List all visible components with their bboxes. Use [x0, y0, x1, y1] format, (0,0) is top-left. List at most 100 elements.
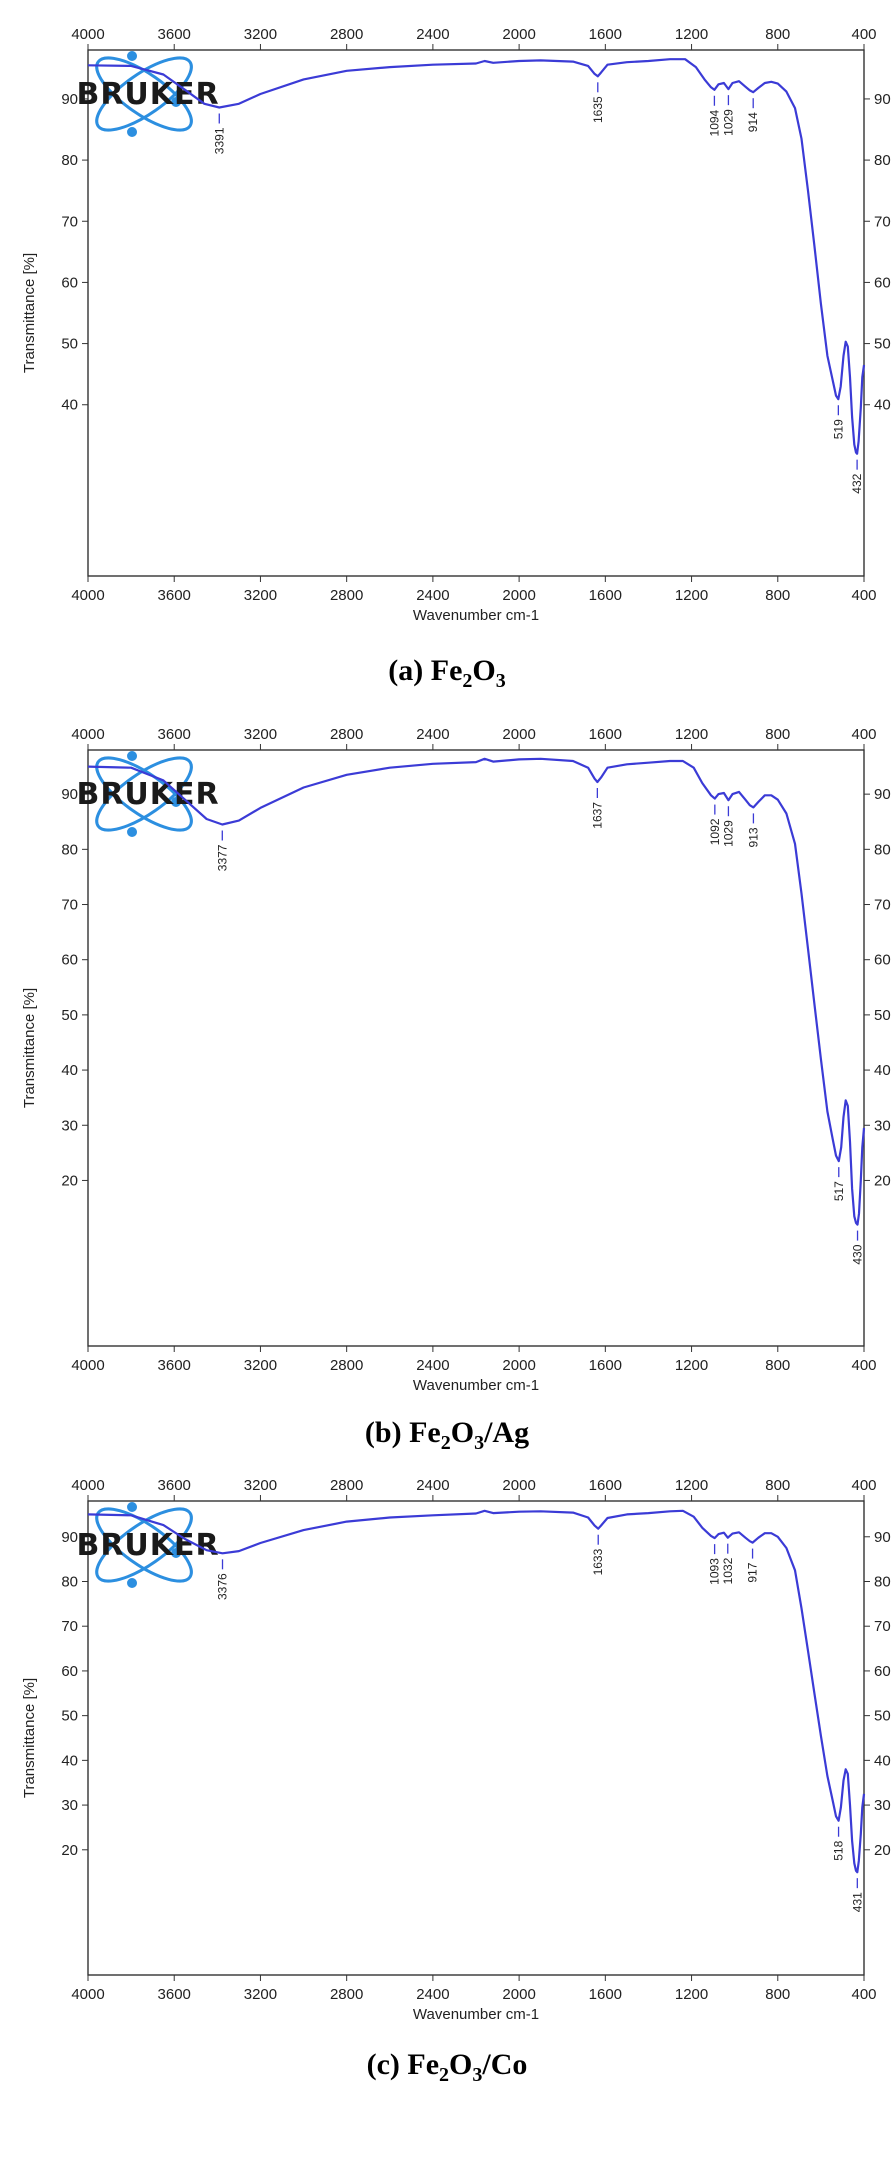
y-tick-label-right: 40: [874, 1062, 891, 1079]
y-tick-label-right: 90: [874, 91, 891, 108]
x-tick-label-top: 4000: [71, 26, 104, 43]
y-tick-label-left: 30: [61, 1117, 78, 1134]
logo-text: BRUKER: [76, 77, 219, 112]
peak-label: 917: [746, 1562, 760, 1582]
y-tick-label-left: 70: [61, 213, 78, 230]
x-tick-label-top: 1600: [589, 1477, 622, 1494]
plot-frame: [87, 1500, 865, 1976]
peak-annotation: 430: [851, 1230, 865, 1265]
x-tick-label-top: 800: [765, 1477, 790, 1494]
x-tick-label-top: 3600: [158, 1477, 191, 1494]
x-tick-label-bottom: 400: [851, 587, 876, 604]
y-tick-label-right: 30: [874, 1797, 891, 1814]
x-tick-label-top: 2400: [416, 1477, 449, 1494]
logo-electron: [127, 751, 138, 761]
y-tick-label-right: 80: [874, 1573, 891, 1590]
peak-label: 914: [746, 112, 760, 132]
peak-label: 3391: [212, 127, 226, 154]
x-axis-label: Wavenumber cm-1: [413, 1377, 539, 1394]
y-tick-label-left: 50: [61, 336, 78, 353]
x-tick-label-bottom: 800: [765, 1986, 790, 2003]
x-tick-label-bottom: 1200: [675, 1357, 708, 1374]
bruker-logo: BRUKER: [76, 1502, 219, 1588]
peak-annotation: 3391: [212, 113, 226, 154]
y-tick-label-left: 80: [61, 841, 78, 858]
x-tick-label-bottom: 1200: [675, 1986, 708, 2003]
x-tick-label-bottom: 2800: [330, 1986, 363, 2003]
peak-annotation: 432: [850, 459, 864, 494]
x-tick-label-bottom: 1600: [589, 1986, 622, 2003]
x-tick-label-top: 400: [851, 726, 876, 743]
peak-label: 517: [832, 1181, 846, 1201]
y-tick-label-left: 80: [61, 152, 78, 169]
y-tick-label-right: 80: [874, 841, 891, 858]
x-tick-label-top: 2000: [502, 1477, 535, 1494]
peak-annotation: 1637: [590, 788, 604, 829]
chart-panel-c: 4000 4000 3600 3600 3200 3200 2800 2800 2400 2400…: [0, 1465, 894, 2095]
peak-annotation: 1029: [721, 95, 735, 136]
peak-label: 1635: [591, 96, 605, 123]
peak-annotation: 3376: [216, 1559, 230, 1600]
peak-annotation: 1635: [591, 82, 605, 123]
logo-orbit: [95, 1507, 193, 1583]
logo-electron: [171, 797, 182, 807]
x-tick-label-top: 400: [851, 1477, 876, 1494]
x-tick-label-top: 2800: [330, 726, 363, 743]
y-tick-label-right: 90: [874, 1529, 891, 1546]
x-tick-label-bottom: 3200: [244, 587, 277, 604]
plot-frame: [87, 749, 865, 1347]
x-tick-label-bottom: 1600: [589, 1357, 622, 1374]
x-tick-label-bottom: 2800: [330, 1357, 363, 1374]
x-tick-label-bottom: 3600: [158, 587, 191, 604]
y-tick-label-right: 70: [874, 1618, 891, 1635]
peak-label: 1633: [591, 1548, 605, 1575]
peak-label: 518: [832, 1840, 846, 1860]
y-tick-label-left: 70: [61, 1618, 78, 1635]
bruker-logo: BRUKER: [76, 751, 219, 837]
y-tick-label-right: 50: [874, 336, 891, 353]
logo-orbit: [95, 56, 193, 132]
y-tick-label-right: 20: [874, 1842, 891, 1859]
x-tick-label-top: 3200: [244, 726, 277, 743]
y-tick-label-right: 80: [874, 152, 891, 169]
y-tick-label-right: 30: [874, 1117, 891, 1134]
x-tick-label-bottom: 1200: [675, 587, 708, 604]
logo-electron: [171, 1548, 182, 1558]
y-tick-label-left: 90: [61, 91, 78, 108]
y-tick-label-right: 50: [874, 1708, 891, 1725]
x-tick-label-top: 3200: [244, 26, 277, 43]
y-tick-label-left: 60: [61, 1663, 78, 1680]
x-tick-label-bottom: 2400: [416, 1986, 449, 2003]
peak-annotation: 914: [746, 98, 760, 132]
peak-label: 1092: [708, 818, 722, 845]
y-tick-label-left: 40: [61, 1752, 78, 1769]
bruker-logo: BRUKER: [76, 51, 219, 137]
peak-annotation: 3377: [215, 830, 229, 871]
x-tick-label-top: 3600: [158, 26, 191, 43]
y-tick-label-left: 50: [61, 1708, 78, 1725]
x-tick-label-bottom: 400: [851, 1986, 876, 2003]
x-tick-label-bottom: 2400: [416, 1357, 449, 1374]
logo-electron: [171, 97, 182, 107]
y-tick-label-right: 20: [874, 1172, 891, 1189]
peak-label: 1637: [590, 802, 604, 829]
peak-label: 432: [850, 473, 864, 493]
caption-b: (b) Fe2O3/Ag: [364, 1416, 530, 1454]
x-tick-label-top: 1600: [589, 26, 622, 43]
logo-electron: [127, 827, 138, 837]
y-tick-label-right: 40: [874, 1752, 891, 1769]
peak-label: 1093: [708, 1558, 722, 1585]
peak-label: 3376: [216, 1573, 230, 1600]
peak-label: 1032: [721, 1557, 735, 1584]
y-tick-label-left: 60: [61, 274, 78, 291]
x-tick-label-top: 2400: [416, 726, 449, 743]
peak-annotation: 517: [832, 1167, 846, 1201]
logo-electron: [127, 127, 138, 137]
y-tick-label-left: 20: [61, 1172, 78, 1189]
x-tick-label-top: 3200: [244, 1477, 277, 1494]
peak-annotation: 1092: [708, 804, 722, 845]
logo-orbit: [95, 1507, 193, 1583]
y-tick-label-right: 70: [874, 213, 891, 230]
x-tick-label-top: 2400: [416, 26, 449, 43]
y-tick-label-left: 80: [61, 1573, 78, 1590]
